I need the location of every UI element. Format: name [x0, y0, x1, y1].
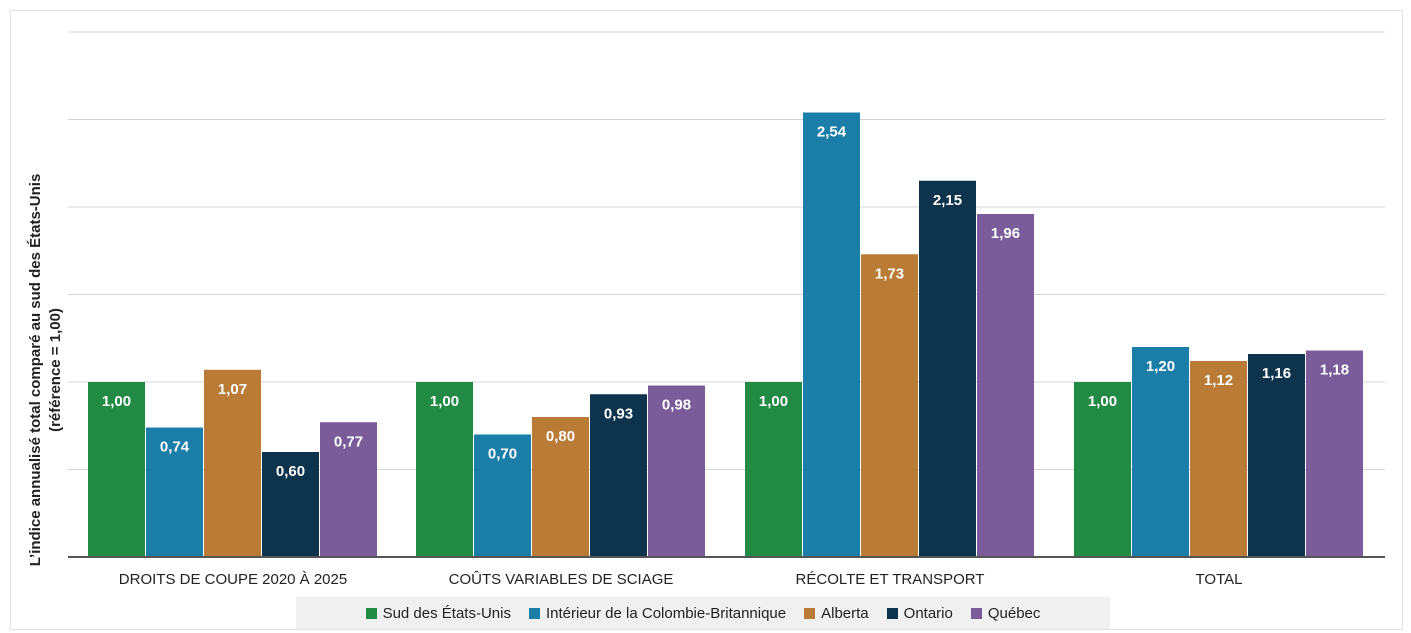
data-label: 2,54 — [817, 124, 847, 141]
legend-item: Québec — [970, 604, 1041, 622]
legend-label: Intérieur de la Colombie-Britannique — [545, 604, 787, 622]
bar — [532, 417, 589, 557]
bar — [474, 434, 531, 557]
legend-swatch — [886, 607, 898, 619]
bar — [1306, 350, 1363, 557]
legend-swatch — [528, 607, 540, 619]
legend-label: Sud des États-Unis — [382, 604, 511, 622]
legend-item: Intérieur de la Colombie-Britannique — [528, 604, 787, 622]
bar — [803, 112, 860, 557]
bar — [416, 382, 473, 557]
legend-item: Alberta — [804, 605, 869, 622]
legend-label: Ontario — [903, 604, 953, 622]
data-label: 1,00 — [759, 393, 788, 410]
bar — [977, 214, 1034, 557]
data-label: 1,00 — [430, 393, 459, 410]
legend-label: Alberta — [821, 604, 869, 622]
legend-item: Sud des États-Unis — [365, 604, 511, 622]
bar — [262, 452, 319, 557]
data-label: 0,98 — [662, 397, 691, 414]
data-label: 1,96 — [991, 225, 1020, 242]
data-label: 1,16 — [1262, 365, 1291, 382]
y-axis-title-line1: L’indice annualisé total comparé au sud … — [27, 174, 44, 567]
data-label: 2,15 — [933, 192, 962, 209]
legend-swatch — [970, 607, 982, 619]
legend: Sud des États-Unis Intérieur de la Colomb… — [296, 597, 1110, 629]
data-label: 1,00 — [1088, 393, 1117, 410]
bar — [919, 180, 976, 557]
legend-item: Ontario — [886, 604, 953, 622]
bar — [648, 385, 705, 557]
data-label: 0,77 — [334, 433, 363, 450]
bar — [1248, 354, 1305, 557]
category-label: RÉCOLTE ET TRANSPORT — [796, 571, 985, 588]
data-label: 1,73 — [875, 265, 904, 282]
category-label: DROITS DE COUPE 2020 À 2025 — [119, 571, 347, 588]
data-label: 1,20 — [1146, 358, 1175, 375]
legend-label: Québec — [987, 604, 1041, 622]
data-label: 1,18 — [1320, 362, 1349, 379]
bar — [1074, 382, 1131, 557]
category-label: COÛTS VARIABLES DE SCIAGE — [449, 571, 674, 588]
data-label: 1,00 — [102, 393, 131, 410]
category-labels: DROITS DE COUPE 2020 À 2025 COÛTS VARIABL… — [119, 571, 1243, 588]
data-label: 1,07 — [218, 381, 247, 398]
value-labels: 1,00 0,74 1,07 0,60 0,77 1,00 0,70 0,80 0,93 0,98… — [102, 124, 1349, 481]
data-label: 1,12 — [1204, 372, 1233, 389]
bar — [204, 369, 261, 557]
category-label: TOTAL — [1196, 571, 1243, 588]
data-label: 0,70 — [488, 446, 517, 463]
bar — [146, 427, 203, 557]
data-label: 0,80 — [546, 428, 575, 445]
data-label: 0,93 — [604, 405, 633, 422]
y-axis-title-line2: (référence = 1,00) — [47, 308, 64, 432]
bar — [745, 382, 802, 557]
y-axis-title: L’indice annualisé total comparé au sud … — [27, 174, 64, 567]
legend-swatch — [804, 607, 816, 619]
bar — [861, 254, 918, 557]
data-label: 0,74 — [160, 439, 190, 456]
bar — [590, 394, 647, 557]
data-label: 0,60 — [276, 463, 305, 480]
bar — [1190, 361, 1247, 557]
bars — [88, 112, 1363, 557]
legend-swatch — [365, 607, 377, 619]
bar — [1132, 347, 1189, 557]
bar — [88, 382, 145, 557]
bar — [320, 422, 377, 557]
